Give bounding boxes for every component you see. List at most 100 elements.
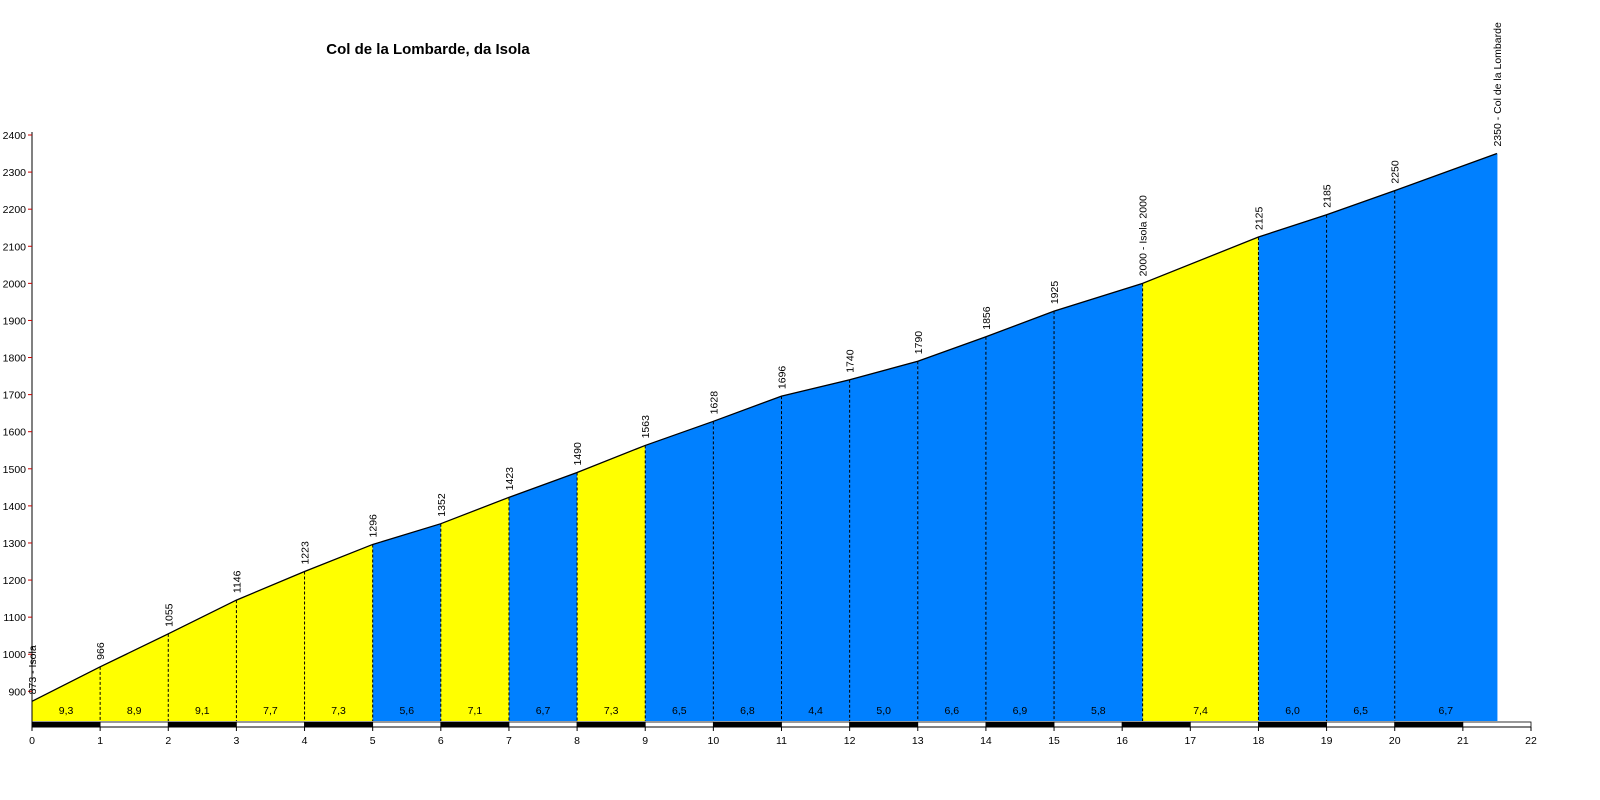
- scale-bar-km-19: [1326, 721, 1396, 728]
- scale-bar-km-16: [1121, 721, 1191, 728]
- profile-segment-8: [508, 472, 578, 721]
- profile-fill: [32, 153, 1497, 722]
- gradient-label-1: 9,3: [59, 705, 74, 717]
- elevation-label-7: 1352: [436, 493, 448, 517]
- profile-segment-7: [440, 497, 509, 721]
- y-tick-label-1000: 1000: [3, 649, 27, 661]
- profile-line: [31, 152, 1498, 702]
- elevation-label-3: 1055: [163, 603, 175, 627]
- chart-title: Col de la Lombarde, da Isola: [326, 41, 530, 58]
- elevation-label-8: 1423: [504, 467, 516, 491]
- gradient-labels: 9,3 8,9 9,1 7,7 7,3 5,6 7,1 6,7 7,3 6,5 6,8 4,4 5,0 6…: [59, 705, 1454, 717]
- x-tick-label-21: 21: [1457, 735, 1469, 747]
- profile-segment-17: [1142, 236, 1259, 722]
- y-axis-ticks: 900 1000 1100 1200 1300 1400 1500 1600 1700 1800 1…: [3, 130, 32, 698]
- elevation-labels: 873 - Isola 966 1055 1146 1223 1296 1352 1423 14…: [27, 22, 1504, 694]
- scale-bar-km-9: [644, 721, 714, 728]
- profile-segment-10: [645, 421, 714, 721]
- gradient-label-9: 7,3: [604, 705, 619, 717]
- x-tick-label-14: 14: [980, 735, 992, 747]
- km-dividers: [99, 153, 1498, 721]
- y-tick-label-1300: 1300: [3, 538, 27, 550]
- y-tick-label-1600: 1600: [3, 427, 27, 439]
- x-tick-label-3: 3: [233, 735, 239, 747]
- elevation-label-12: 1696: [777, 366, 789, 390]
- gradient-label-3: 9,1: [195, 705, 210, 717]
- elevation-label-14: 1790: [913, 331, 925, 355]
- scale-bar-km-5: [372, 721, 442, 728]
- profile-segment-15: [985, 311, 1055, 721]
- elevation-label-10: 1563: [640, 415, 652, 439]
- x-tick-label-15: 15: [1048, 735, 1060, 747]
- x-tick-label-9: 9: [642, 735, 648, 747]
- scale-bar-km-12: [849, 721, 919, 728]
- x-tick-label-17: 17: [1184, 735, 1196, 747]
- scale-bar-km-4: [304, 721, 374, 728]
- elevation-label-9: 1490: [572, 442, 584, 466]
- y-tick-label-900: 900: [8, 686, 26, 698]
- gradient-label-13: 5,0: [876, 705, 891, 717]
- elevation-label-19: 2185: [1322, 184, 1334, 208]
- profile-segment-6: [372, 523, 441, 721]
- profile-segment-14: [917, 336, 986, 721]
- y-tick-label-2200: 2200: [3, 204, 27, 216]
- elevation-label-1: 873 - Isola: [27, 645, 39, 694]
- scale-bar-km-0: [31, 721, 101, 728]
- profile-segment-9: [577, 445, 646, 721]
- elevation-label-13: 1740: [845, 349, 857, 373]
- scale-bar-km-15: [1053, 721, 1123, 728]
- x-tick-label-6: 6: [438, 735, 444, 747]
- scale-bar-km-13: [917, 721, 987, 728]
- elevation-label-5: 1223: [300, 541, 312, 565]
- scale-bar-km-20: [1394, 721, 1464, 728]
- elevation-label-2: 966: [95, 642, 107, 660]
- x-tick-label-5: 5: [370, 735, 376, 747]
- profile-segment-2: [100, 633, 169, 721]
- y-tick-label-1200: 1200: [3, 575, 27, 587]
- profile-segment-11: [713, 396, 782, 721]
- scale-bar-km-7: [508, 721, 578, 728]
- elevation-label-4: 1146: [231, 570, 243, 593]
- gradient-label-20: 6,7: [1439, 705, 1454, 717]
- profile-segment-13: [849, 361, 918, 721]
- y-tick-label-2400: 2400: [3, 130, 27, 142]
- y-tick-label-1100: 1100: [3, 612, 26, 624]
- x-axis-ticks: 0 1 2 3 4 5 6 7 8 9 10 11 12 13 14 15 16 17 18 19 20 21 22: [29, 727, 1537, 747]
- profile-segment-1: [32, 666, 101, 721]
- gradient-label-14: 6,6: [945, 705, 960, 717]
- distance-scale-bar: [31, 721, 1532, 728]
- x-tick-label-10: 10: [708, 735, 720, 747]
- y-tick-label-2300: 2300: [3, 167, 27, 179]
- profile-segment-3: [168, 600, 237, 721]
- elevation-label-6: 1296: [368, 514, 380, 538]
- elevation-label-17: 2000 - Isola 2000: [1138, 195, 1150, 276]
- profile-segment-12: [781, 379, 850, 721]
- elevation-label-18: 2125: [1253, 206, 1265, 230]
- x-tick-label-0: 0: [29, 735, 35, 747]
- profile-outline: [31, 152, 1498, 702]
- scale-bar-km-17: [1189, 721, 1259, 728]
- x-tick-label-13: 13: [912, 735, 924, 747]
- y-tick-label-2000: 2000: [3, 278, 27, 290]
- x-tick-label-19: 19: [1321, 735, 1333, 747]
- gradient-label-16: 5,8: [1091, 705, 1106, 717]
- elevation-label-21: 2350 - Col de la Lombarde: [1492, 22, 1504, 146]
- x-tick-label-18: 18: [1253, 735, 1265, 747]
- gradient-label-6: 5,6: [399, 705, 414, 717]
- scale-bar-km-6: [440, 721, 510, 728]
- elevation-label-11: 1628: [708, 391, 720, 415]
- y-tick-label-1800: 1800: [3, 353, 27, 365]
- scale-bar-km-14: [985, 721, 1055, 728]
- profile-segment-4: [236, 571, 305, 721]
- elevation-label-20: 2250: [1390, 160, 1402, 184]
- scale-bar-km-8: [576, 721, 646, 728]
- x-tick-label-2: 2: [165, 735, 171, 747]
- scale-bar-km-11: [781, 721, 851, 728]
- gradient-label-5: 7,3: [331, 705, 346, 717]
- scale-bar-km-3: [236, 721, 305, 728]
- gradient-label-10: 6,5: [672, 705, 687, 717]
- x-tick-label-16: 16: [1116, 735, 1128, 747]
- scale-bar-km-2: [167, 721, 237, 728]
- scale-bar-km-10: [712, 721, 782, 728]
